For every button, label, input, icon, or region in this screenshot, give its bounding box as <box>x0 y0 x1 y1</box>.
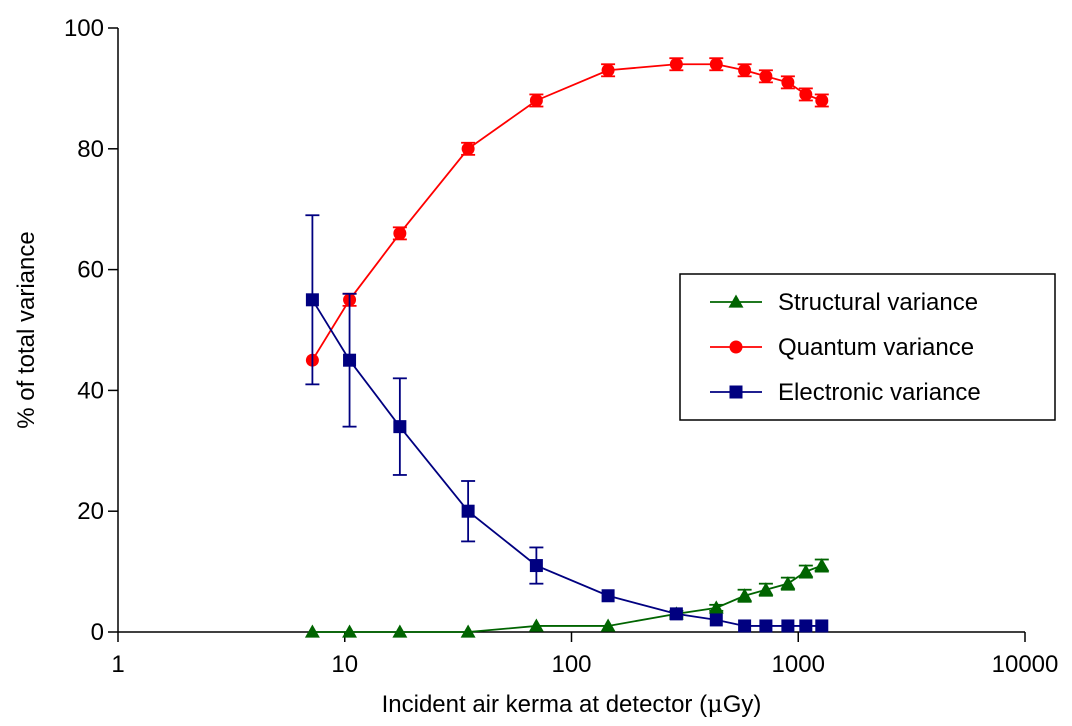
electronic-variance-point <box>393 420 407 434</box>
quantum-variance-point <box>709 57 723 71</box>
axes: 1 10 100 1000 10000 0 20 40 60 80 100 <box>64 15 1058 678</box>
quantum-variance-point <box>601 63 615 77</box>
quantum-variance-point <box>759 69 773 83</box>
structural-variance-point <box>392 624 408 638</box>
structural-variance-point <box>798 564 814 578</box>
x-tick-label: 1000 <box>772 651 825 678</box>
x-tick-label: 10 <box>331 651 358 678</box>
legend-label: Structural variance <box>778 289 978 316</box>
electronic-variance-point <box>305 293 319 307</box>
x-axis-title: Incident air kerma at detector (μGy) <box>382 690 762 718</box>
electronic-variance-point <box>738 619 752 633</box>
series-layer <box>304 57 830 638</box>
legend-swatch-marker <box>729 340 743 354</box>
y-tick-label: 0 <box>91 619 104 646</box>
structural-variance-point <box>304 624 320 638</box>
quantum-variance-point <box>799 87 813 101</box>
electronic-variance-point <box>461 504 475 518</box>
structural-variance-point <box>814 558 830 572</box>
electronic-variance-point <box>815 619 829 633</box>
legend-label: Electronic variance <box>778 379 981 406</box>
x-tick-label: 1 <box>111 651 124 678</box>
y-axis-title: % of total variance <box>13 231 40 428</box>
legend-swatch-marker <box>728 294 744 308</box>
quantum-variance-point <box>393 226 407 240</box>
structural-variance-point <box>737 588 753 602</box>
electronic-variance-point <box>799 619 813 633</box>
quantum-variance-point <box>815 93 829 107</box>
structural-variance-point <box>780 576 796 590</box>
structural-variance-point <box>342 624 358 638</box>
structural-variance-point <box>708 600 724 614</box>
electronic-variance-point <box>669 607 683 621</box>
electronic-variance-point <box>709 613 723 627</box>
legend-item-structural-variance: Structural variance <box>710 289 978 316</box>
structural-variance-point <box>460 624 476 638</box>
legend: Structural variance Quantum variance Elect… <box>679 273 1056 421</box>
x-ticks: 1 10 100 1000 10000 <box>111 632 1058 678</box>
legend-item-quantum-variance: Quantum variance <box>710 334 974 361</box>
y-tick-label: 80 <box>77 136 104 163</box>
y-tick-label: 100 <box>64 15 104 42</box>
quantum-variance-point <box>529 93 543 107</box>
legend-label: Quantum variance <box>778 334 974 361</box>
quantum-variance-point <box>738 63 752 77</box>
electronic-variance-point <box>529 559 543 573</box>
x-tick-label: 100 <box>551 651 591 678</box>
quantum-variance-point <box>669 57 683 71</box>
electronic-variance-series <box>305 214 829 633</box>
structural-variance-point <box>758 582 774 596</box>
electronic-variance-point <box>759 619 773 633</box>
y-tick-label: 20 <box>77 498 104 525</box>
electronic-variance-point <box>781 619 795 633</box>
y-tick-label: 60 <box>77 257 104 284</box>
structural-variance-point <box>600 618 616 632</box>
y-ticks: 0 20 40 60 80 100 <box>64 15 118 646</box>
legend-swatch-marker <box>729 385 743 399</box>
y-tick-label: 40 <box>77 377 104 404</box>
quantum-variance-series <box>305 57 829 367</box>
quantum-variance-point <box>781 75 795 89</box>
x-tick-label: 10000 <box>992 651 1059 678</box>
structural-variance-point <box>528 618 544 632</box>
electronic-variance-point <box>601 589 615 603</box>
legend-items: Structural variance Quantum variance Elect… <box>710 289 981 406</box>
electronic-variance-point <box>343 353 357 367</box>
legend-item-electronic-variance: Electronic variance <box>710 379 981 406</box>
quantum-variance-point <box>461 142 475 156</box>
